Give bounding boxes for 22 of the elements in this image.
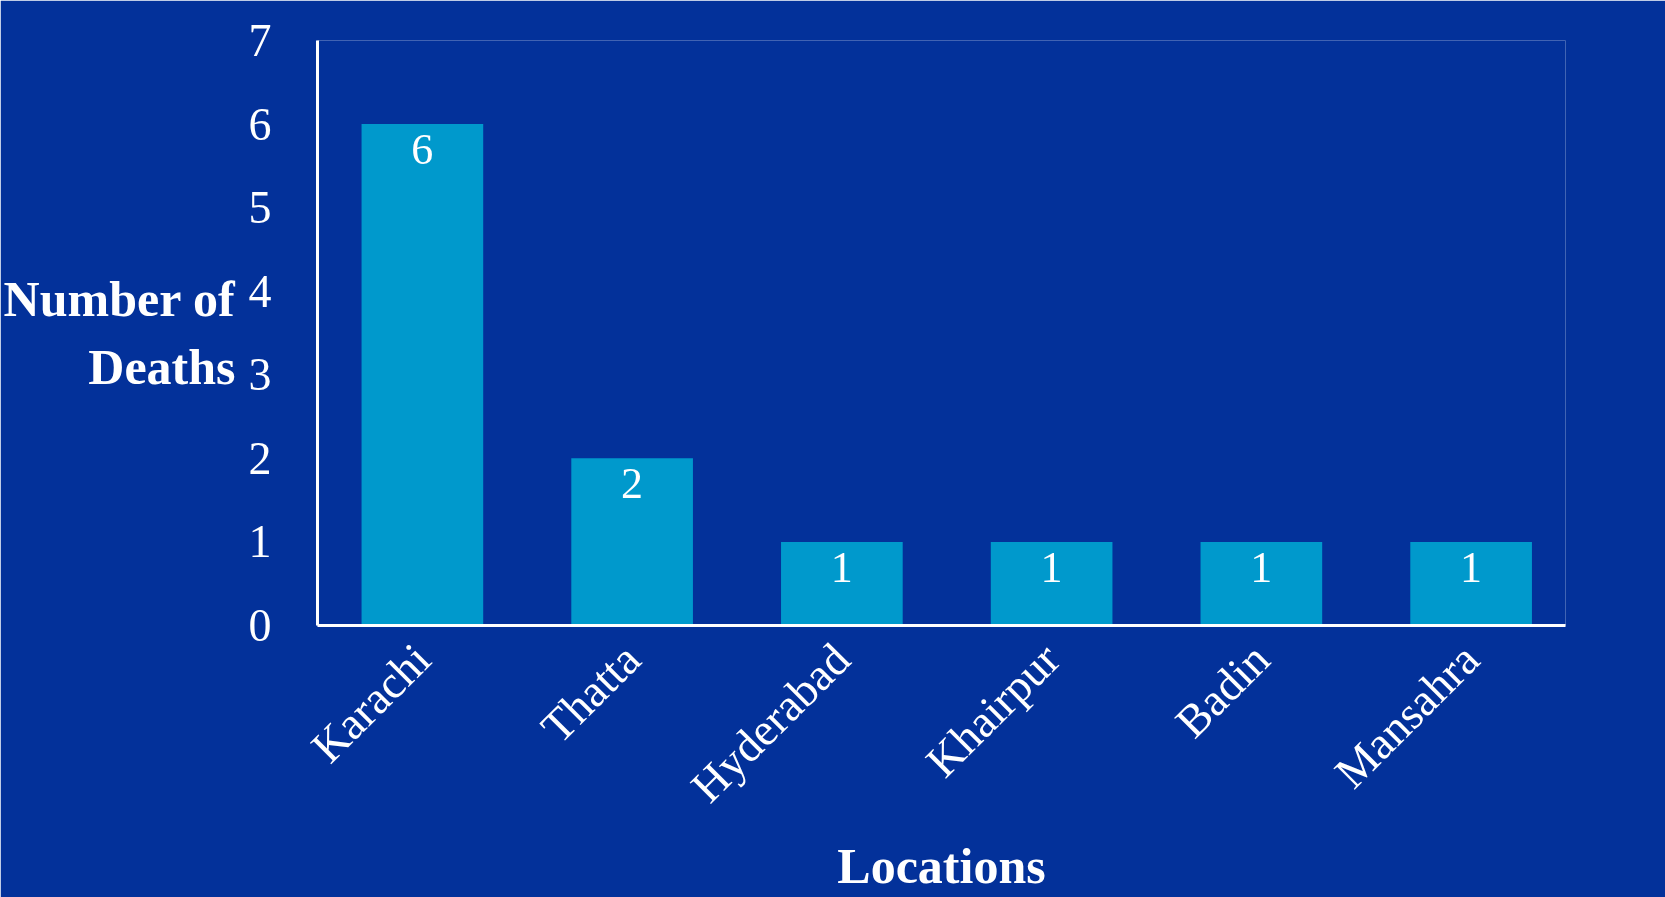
bar <box>990 541 1113 626</box>
data-label: 1 <box>1250 542 1273 592</box>
bar <box>1200 541 1323 626</box>
y-tick-label: 4 <box>248 265 272 317</box>
bar <box>571 458 693 626</box>
bar <box>781 541 903 626</box>
data-label: 1 <box>1460 542 1483 592</box>
y-tick-label: 7 <box>248 15 272 66</box>
x-axis-title: Locations <box>837 838 1046 895</box>
bar <box>361 124 484 626</box>
y-tick-label: 6 <box>248 98 272 150</box>
y-tick-label: 5 <box>248 182 272 234</box>
data-label: 2 <box>621 458 644 508</box>
y-tick-label: 2 <box>248 432 272 484</box>
bar <box>1410 541 1532 626</box>
data-label: 1 <box>1040 542 1063 592</box>
y-tick-label: 0 <box>248 600 272 651</box>
data-label: 6 <box>411 124 434 174</box>
y-tick-label: 1 <box>248 516 272 568</box>
y-axis-title: Number of Deaths <box>3 271 236 395</box>
y-tick-label: 3 <box>248 349 272 401</box>
data-label: 1 <box>830 542 853 592</box>
